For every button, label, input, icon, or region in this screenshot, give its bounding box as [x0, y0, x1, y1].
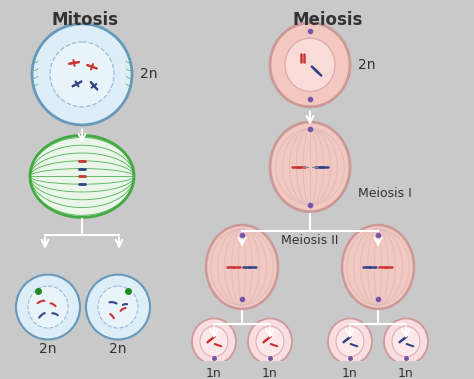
Ellipse shape [50, 42, 114, 107]
Text: Meiosis II: Meiosis II [281, 234, 339, 247]
Text: 1n: 1n [398, 367, 414, 379]
Text: 2n: 2n [109, 342, 127, 356]
Ellipse shape [28, 286, 68, 328]
Ellipse shape [328, 318, 372, 364]
Ellipse shape [342, 225, 414, 309]
Text: 1n: 1n [342, 367, 358, 379]
Ellipse shape [206, 225, 278, 309]
Text: Mitosis: Mitosis [52, 11, 118, 30]
Ellipse shape [86, 275, 150, 340]
Ellipse shape [285, 38, 335, 92]
Ellipse shape [270, 23, 350, 107]
Ellipse shape [384, 318, 428, 364]
Text: 2n: 2n [358, 58, 375, 72]
Text: Meiosis: Meiosis [293, 11, 363, 30]
Text: Meiosis I: Meiosis I [358, 187, 412, 200]
Ellipse shape [32, 24, 132, 125]
Text: 1n: 1n [262, 367, 278, 379]
Ellipse shape [392, 326, 420, 357]
Ellipse shape [16, 275, 80, 340]
Ellipse shape [256, 326, 284, 357]
Ellipse shape [30, 135, 134, 218]
Ellipse shape [200, 326, 228, 357]
Ellipse shape [270, 122, 350, 212]
Ellipse shape [336, 326, 364, 357]
Text: 2n: 2n [39, 342, 57, 356]
Text: 2n: 2n [140, 67, 157, 81]
Text: 1n: 1n [206, 367, 222, 379]
Ellipse shape [98, 286, 138, 328]
Ellipse shape [248, 318, 292, 364]
Ellipse shape [192, 318, 236, 364]
